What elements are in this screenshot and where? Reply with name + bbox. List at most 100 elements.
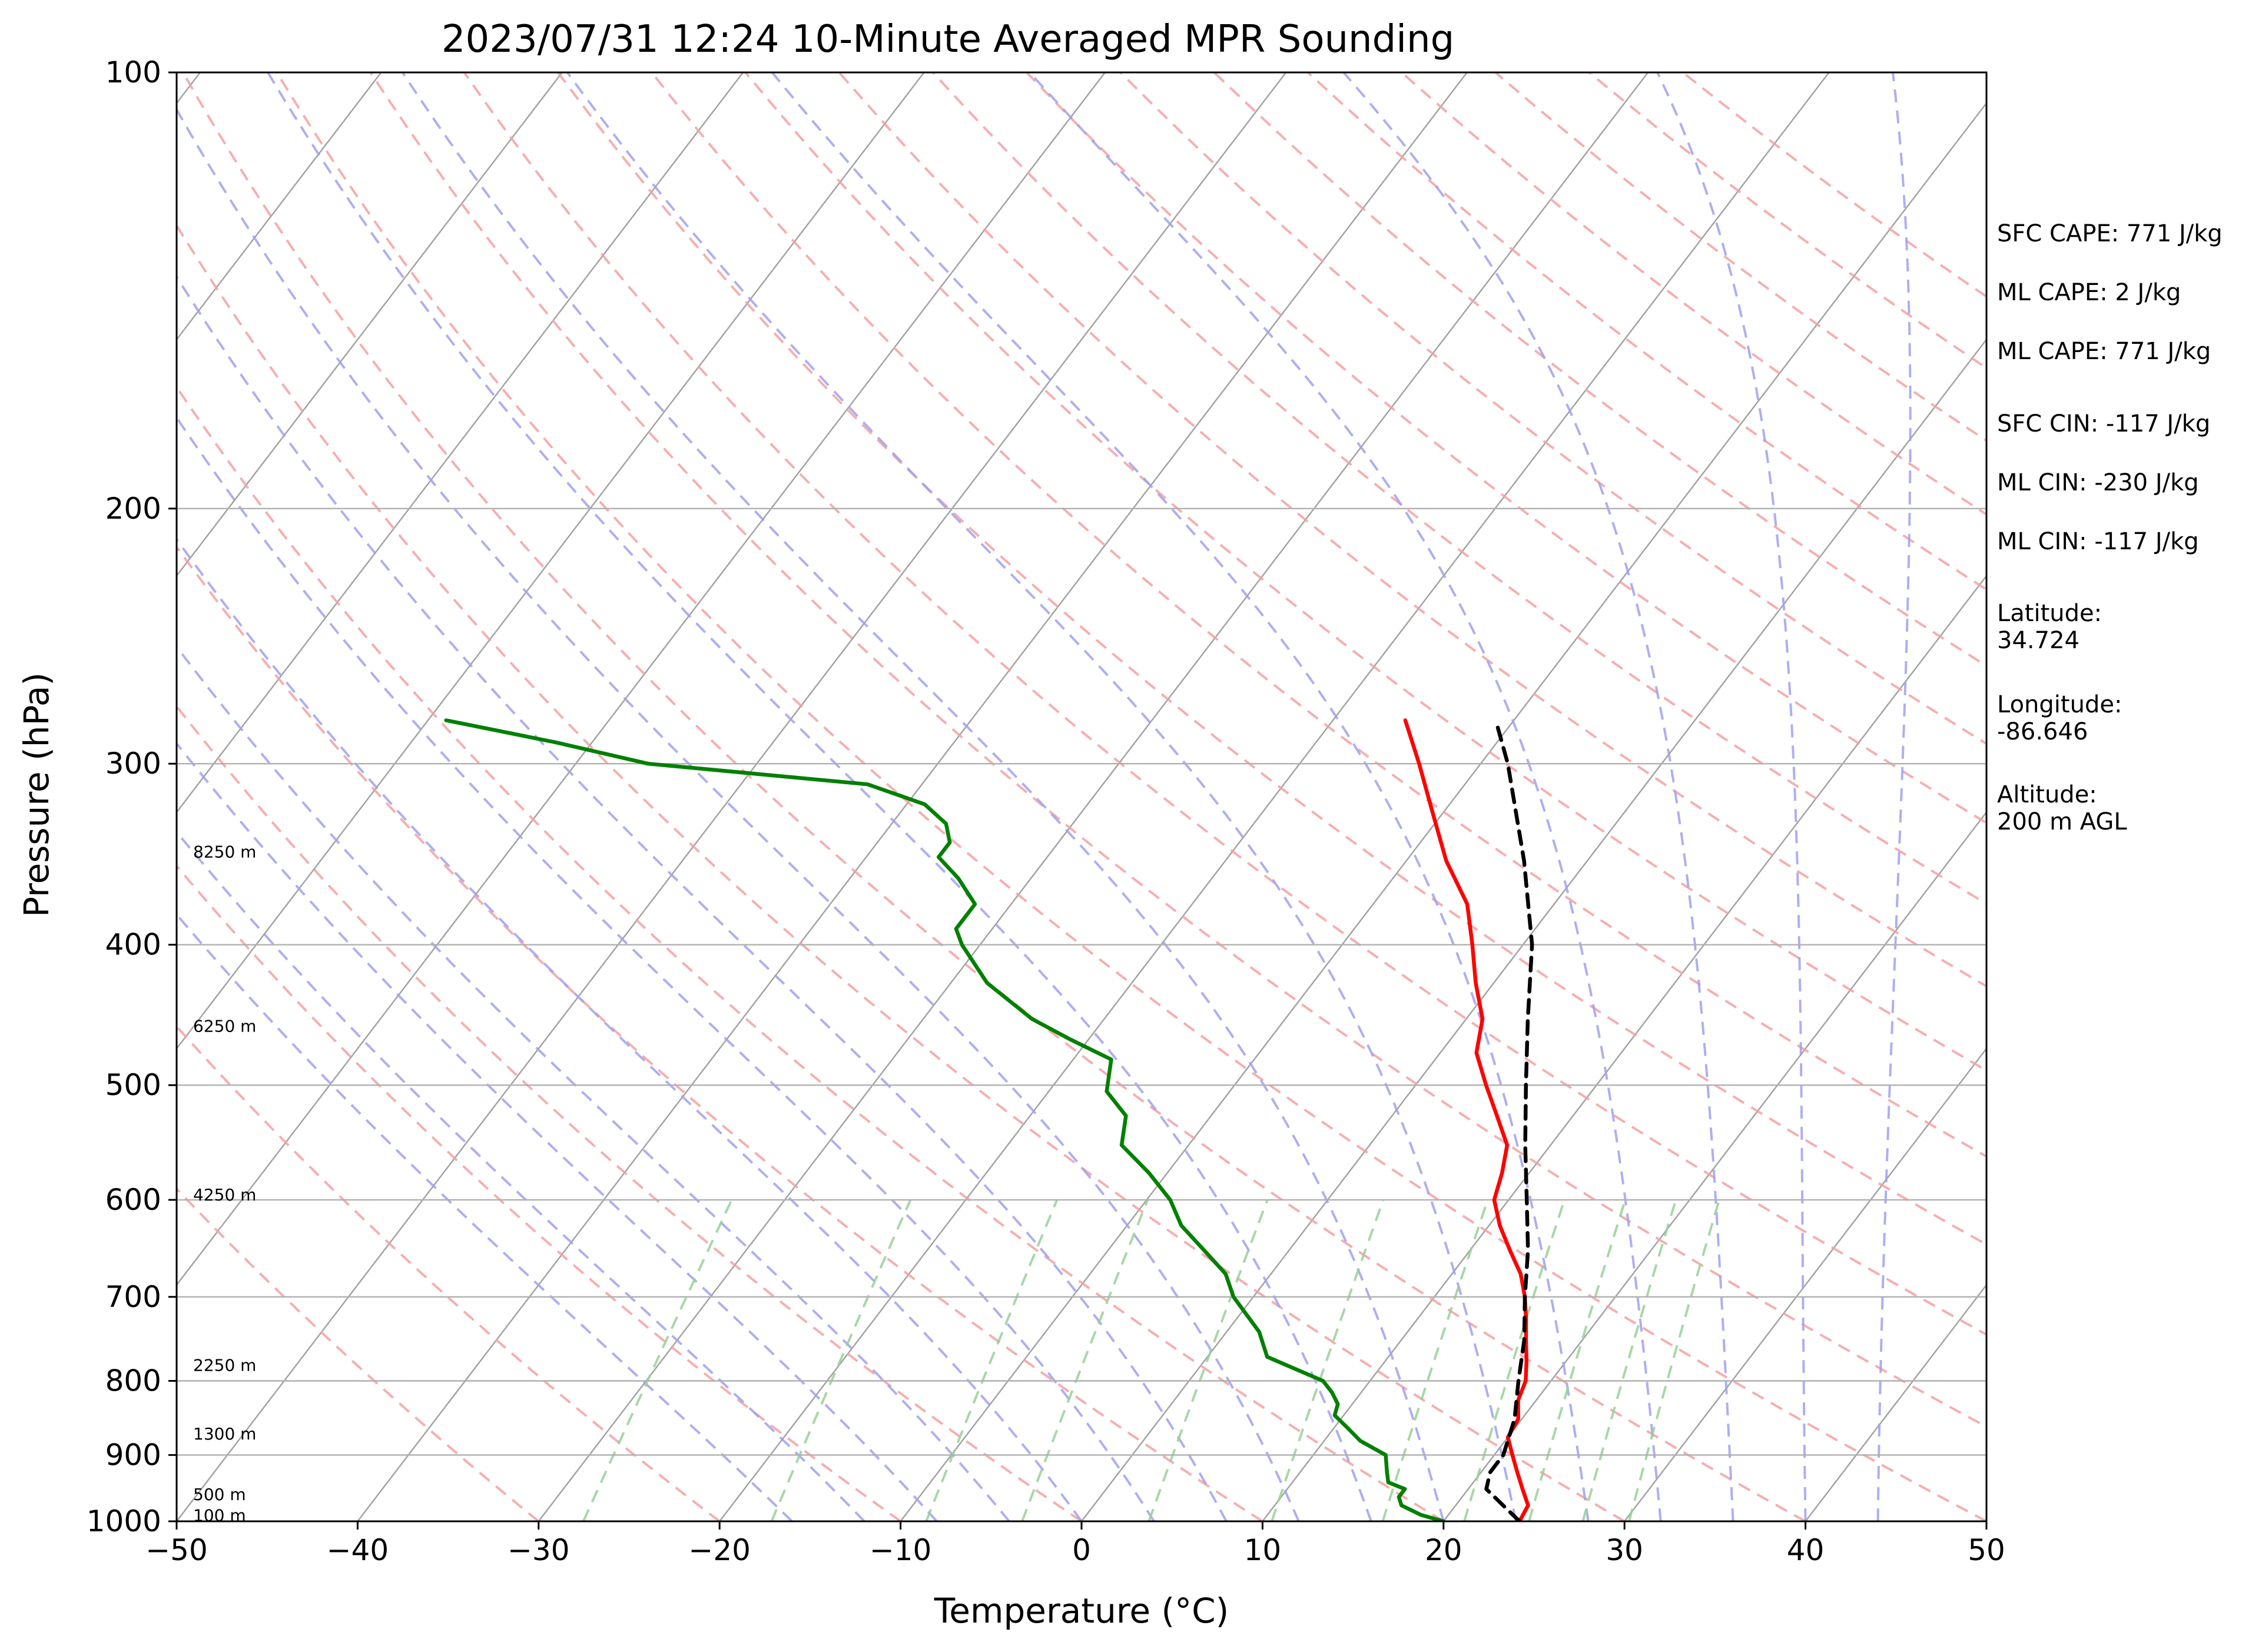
dry-adiabat-line (1213, 72, 1986, 668)
x-tick-label: 20 (1425, 1533, 1462, 1567)
isotherm-line (177, 72, 925, 1050)
x-tick-label: −10 (870, 1533, 932, 1567)
height-label: 4250 m (193, 1185, 256, 1205)
location-value: 34.724 (1997, 627, 2079, 654)
x-tick-label: −20 (688, 1533, 751, 1567)
isotherm-line (719, 72, 1830, 1521)
x-tick-label: 50 (1968, 1533, 2005, 1567)
dry-adiabat-line (838, 72, 1986, 988)
dry-adiabat-line (177, 1187, 540, 1521)
x-tick-label: 0 (1072, 1533, 1091, 1567)
x-tick-label: 30 (1606, 1533, 1643, 1567)
y-axis-label: Pressure (hPa) (16, 672, 57, 917)
isotherm-line (538, 72, 1649, 1521)
mixing-ratio-line (1628, 1199, 1721, 1521)
moist-adiabat-line (177, 645, 1010, 1521)
height-label: 500 m (193, 1485, 246, 1504)
x-tick-label: −30 (508, 1533, 570, 1567)
moist-adiabat-line (1029, 72, 1662, 1521)
y-tick-label: 800 (105, 1364, 161, 1398)
y-tick-label: 700 (105, 1280, 161, 1314)
moist-adiabat-line (771, 72, 1590, 1521)
y-tick-label: 200 (105, 492, 161, 526)
dewpoint-line (444, 718, 1446, 1521)
y-tick-label: 400 (105, 928, 161, 962)
moist-adiabat-line (1656, 72, 1807, 1521)
stat-label: SFC CAPE: 771 J/kg (1997, 220, 2223, 247)
dry-adiabat-line (369, 72, 1986, 1428)
mixing-ratio-line (1271, 1199, 1385, 1521)
moist-adiabat-line (177, 274, 1228, 1521)
dry-adiabat-line (177, 384, 1444, 1521)
dry-adiabat-line (276, 72, 1986, 1521)
mixing-ratio-line (1381, 1199, 1489, 1521)
dry-adiabat-line (177, 223, 1626, 1521)
isotherm-line (1262, 575, 1986, 1521)
isotherm-line (177, 72, 1287, 1521)
isotherm-line (177, 72, 382, 341)
y-tick-label: 500 (105, 1068, 161, 1102)
y-tick-label: 300 (105, 747, 161, 781)
location-label: Latitude: (1997, 600, 2102, 627)
y-tick-label: 900 (105, 1438, 161, 1472)
isotherm-line (900, 102, 1986, 1521)
height-label: 1300 m (193, 1424, 256, 1444)
x-axis-ticks: −50 −40 −30 −20 −10 0 10 20 30 40 50 (145, 1521, 2005, 1567)
moist-adiabat-line (1342, 72, 1734, 1521)
isotherm-line (177, 72, 744, 814)
x-axis-label: Temperature (°C) (934, 1591, 1229, 1631)
isotherm-line (1624, 1047, 1986, 1521)
y-tick-label: 600 (105, 1183, 161, 1217)
location-value: 200 m AGL (1997, 808, 2127, 835)
dry-adiabat-line (177, 704, 1083, 1521)
mixing-ratio-line (1581, 1199, 1677, 1521)
y-tick-label: 1000 (87, 1504, 161, 1538)
y-axis-ticks: 100 200 300 400 500 600 700 800 900 1000 (87, 55, 177, 1538)
stat-label: ML CAPE: 771 J/kg (1997, 338, 2211, 365)
moist-adiabat-line (566, 72, 1517, 1521)
stat-label: ML CAPE: 2 J/kg (1997, 279, 2181, 306)
moist-adiabat-line (402, 72, 1445, 1521)
stat-label: ML CIN: -230 J/kg (1997, 469, 2199, 496)
parcel-path-line (1484, 718, 1534, 1521)
moist-adiabat-line (177, 537, 1083, 1521)
isotherm-line (177, 72, 1106, 1286)
dry-adiabat-line (463, 72, 1986, 1336)
moist-adiabat-line (177, 913, 793, 1521)
moist-adiabat-line (1876, 72, 1912, 1521)
dry-adiabat-line (557, 72, 1986, 1246)
stat-label: ML CIN: -117 J/kg (1997, 528, 2199, 555)
mixing-ratio-line (1463, 1199, 1566, 1521)
location-value: -86.646 (1997, 718, 2088, 745)
background-lines (177, 72, 1986, 1521)
dry-adiabat-line (177, 1024, 721, 1521)
height-label: 2250 m (193, 1355, 256, 1375)
x-tick-label: 10 (1244, 1533, 1282, 1567)
dry-adiabat-line (177, 545, 1263, 1521)
temperature-line (1403, 718, 1530, 1521)
mixing-ratio-line (1528, 1199, 1627, 1521)
dry-adiabat-line (182, 72, 1806, 1521)
dry-adiabat-line (177, 864, 901, 1521)
isotherm-line (177, 72, 563, 578)
isotherm-line (357, 72, 1468, 1521)
moist-adiabat-line (177, 741, 938, 1521)
moist-adiabat-line (177, 415, 1155, 1521)
location-label: Altitude: (1997, 781, 2097, 808)
height-label: 8250 m (193, 842, 256, 862)
height-label: 6250 m (193, 1016, 256, 1036)
sounding-stats-panel: SFC CAPE: 771 J/kg ML CAPE: 2 J/kg ML CAPE… (1997, 220, 2223, 835)
x-tick-label: 40 (1787, 1533, 1825, 1567)
pressure-gridlines (177, 71, 1986, 1522)
x-tick-label: −40 (327, 1533, 389, 1567)
height-label: 100 m (193, 1505, 246, 1525)
dry-adiabat-line (1119, 72, 1986, 745)
isotherm-line (1442, 811, 1986, 1521)
sounding-series (444, 718, 1534, 1521)
moist-adiabat-line (267, 72, 1372, 1521)
x-tick-label: −50 (145, 1533, 208, 1567)
location-label: Longitude: (1997, 691, 2122, 718)
chart-title: 2023/07/31 12:24 10-Minute Averaged MPR … (442, 18, 1454, 61)
